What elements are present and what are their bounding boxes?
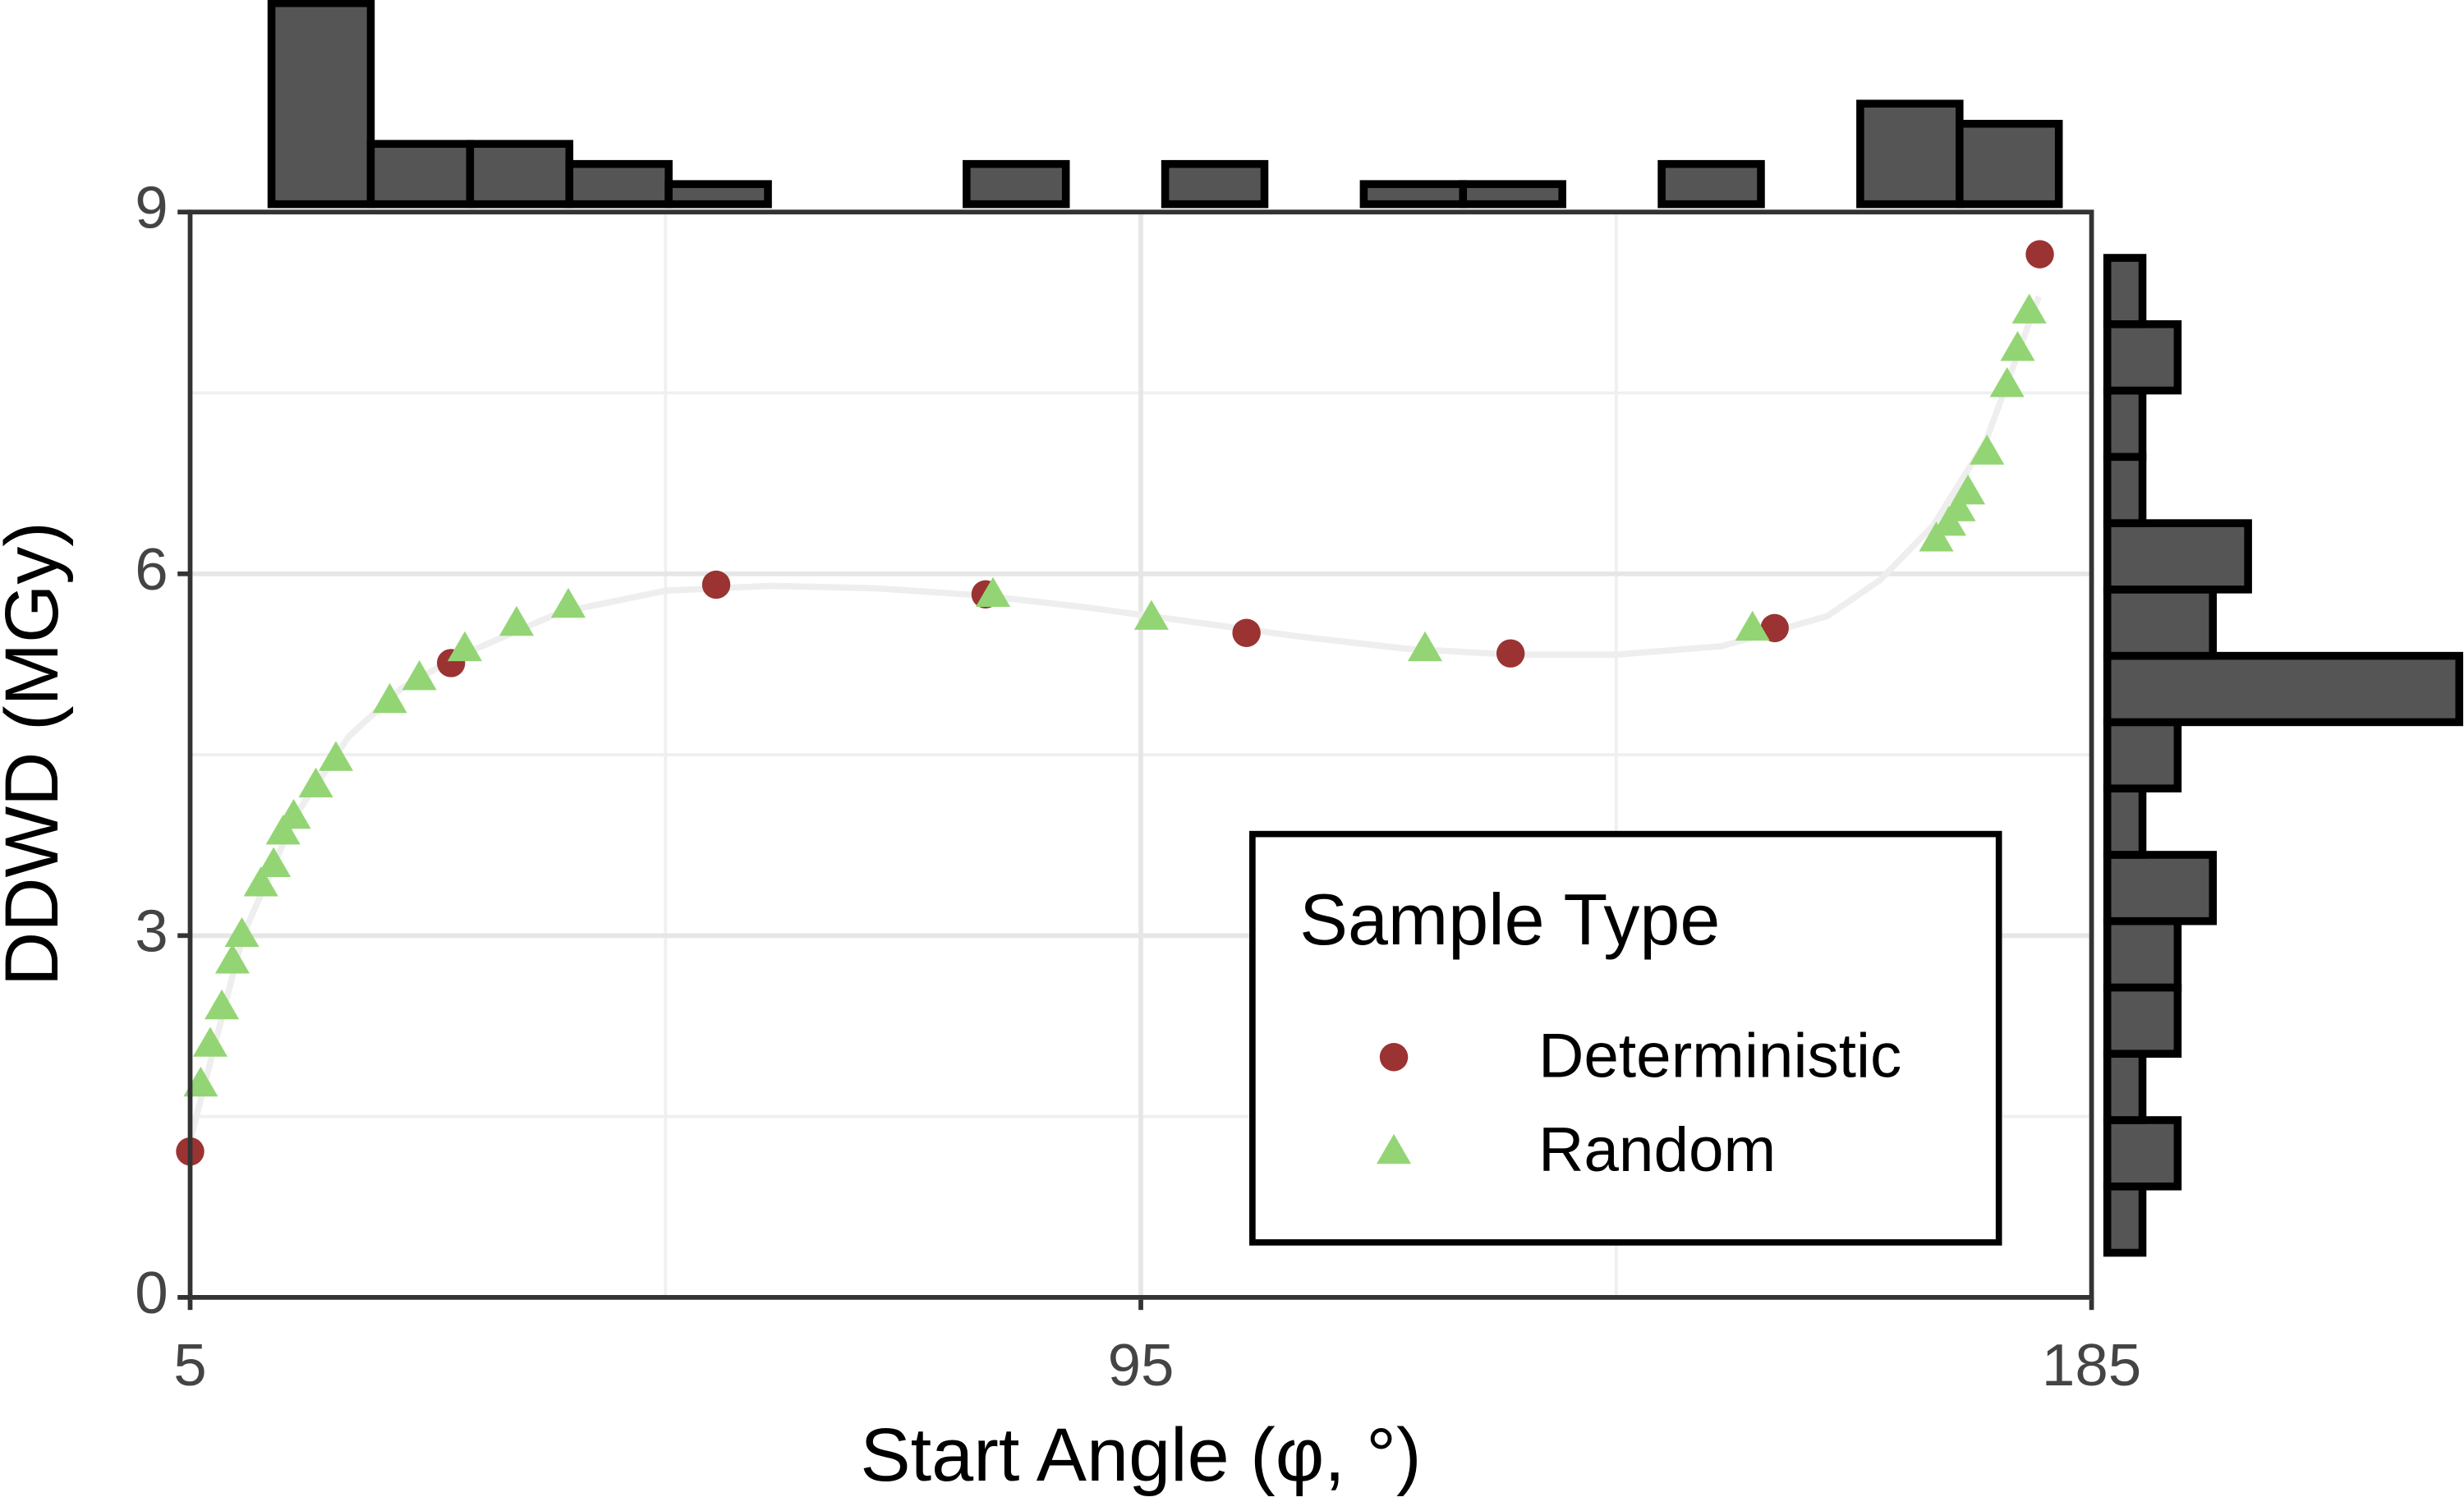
y-tick-label: 3 bbox=[135, 898, 168, 965]
x-tick-label: 185 bbox=[2042, 1332, 2141, 1398]
histogram-bar bbox=[664, 180, 772, 209]
legend-label: Deterministic bbox=[1538, 1021, 1901, 1091]
point bbox=[192, 1026, 228, 1057]
point bbox=[1232, 618, 1261, 647]
histogram-bar bbox=[2103, 586, 2218, 660]
point bbox=[1989, 367, 2025, 397]
histogram-bar bbox=[2103, 851, 2218, 925]
histogram-bar bbox=[2103, 320, 2182, 395]
point bbox=[256, 847, 292, 877]
legend-marker bbox=[1379, 1043, 1409, 1072]
histogram-bar bbox=[2103, 651, 2464, 727]
y-tick-label: 9 bbox=[135, 174, 168, 241]
x-axis-title: Start Angle (φ, °) bbox=[860, 1413, 1421, 1497]
point bbox=[372, 682, 407, 714]
histogram-bar bbox=[1459, 180, 1566, 209]
histogram-bar bbox=[2103, 386, 2147, 462]
histogram-bar bbox=[1657, 159, 1765, 209]
x-tick-label: 95 bbox=[1108, 1332, 1175, 1398]
point bbox=[1407, 631, 1443, 662]
histogram-bar bbox=[2103, 452, 2147, 527]
histogram-bar bbox=[1856, 99, 1964, 209]
histogram-bar bbox=[565, 159, 673, 209]
histogram-bar bbox=[2103, 784, 2147, 859]
point bbox=[2011, 293, 2047, 324]
point bbox=[276, 798, 311, 829]
point bbox=[1133, 599, 1169, 630]
x-tick-label: 5 bbox=[173, 1332, 206, 1398]
point bbox=[499, 605, 534, 636]
legend-title: Sample Type bbox=[1299, 879, 1720, 960]
point bbox=[1970, 434, 2005, 465]
legend-box bbox=[1249, 830, 2002, 1246]
histogram-bar bbox=[963, 159, 1070, 209]
panel-border bbox=[187, 209, 2094, 1300]
histogram-bar bbox=[2103, 718, 2182, 792]
point bbox=[975, 576, 1011, 608]
point bbox=[318, 741, 354, 771]
point bbox=[402, 660, 437, 691]
point bbox=[214, 944, 250, 974]
histogram-bar bbox=[1956, 119, 2063, 209]
point bbox=[205, 989, 240, 1020]
histogram-bar bbox=[1161, 159, 1269, 209]
point bbox=[298, 767, 333, 798]
point bbox=[2000, 331, 2035, 361]
point bbox=[224, 916, 260, 948]
legend: Sample Type Deterministic Random bbox=[1249, 830, 2002, 1246]
histogram-bar bbox=[2103, 983, 2182, 1059]
histogram-bar bbox=[2103, 916, 2182, 992]
legend-label: Random bbox=[1538, 1115, 1776, 1185]
histogram-bar bbox=[2103, 254, 2147, 328]
point bbox=[447, 631, 482, 662]
point bbox=[1919, 521, 1954, 552]
point bbox=[2025, 240, 2054, 269]
y-axis-title: DDWD (MGy) bbox=[0, 521, 74, 986]
point bbox=[1760, 613, 1789, 643]
histogram-bar bbox=[466, 140, 574, 209]
legend-marker bbox=[1377, 1133, 1412, 1164]
histogram-bar bbox=[366, 140, 475, 209]
histogram-bar bbox=[1359, 180, 1468, 209]
point bbox=[550, 587, 586, 618]
point bbox=[1951, 474, 1986, 505]
point bbox=[701, 570, 731, 599]
y-tick-label: 6 bbox=[135, 536, 168, 603]
point bbox=[265, 814, 301, 845]
histogram-bar bbox=[2103, 1182, 2147, 1257]
point bbox=[1735, 610, 1770, 641]
y-tick-label: 0 bbox=[135, 1260, 168, 1326]
point bbox=[1941, 491, 1976, 521]
point bbox=[1496, 639, 1525, 668]
histogram-bar bbox=[267, 0, 375, 209]
histogram-bar bbox=[2103, 519, 2252, 594]
histogram-bar bbox=[2103, 1116, 2182, 1191]
point bbox=[243, 866, 278, 897]
histogram-bar bbox=[2103, 1049, 2147, 1124]
